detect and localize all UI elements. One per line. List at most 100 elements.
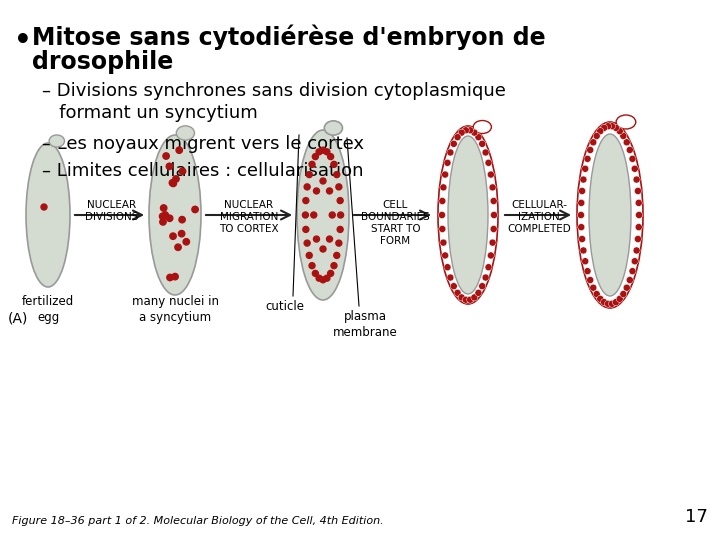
Circle shape [334,172,340,178]
Circle shape [316,275,322,281]
Circle shape [441,252,449,259]
Circle shape [605,300,611,307]
Circle shape [324,275,330,281]
Circle shape [467,296,474,303]
Circle shape [634,187,642,194]
Text: formant un syncytium: formant un syncytium [42,104,258,122]
Circle shape [608,300,616,307]
Circle shape [320,277,326,283]
Ellipse shape [589,134,631,296]
Circle shape [324,149,330,155]
Text: 17: 17 [685,508,708,526]
Text: NUCLEAR
DIVISIONS: NUCLEAR DIVISIONS [85,200,138,222]
Circle shape [490,226,497,233]
Circle shape [620,132,627,139]
Circle shape [626,146,634,153]
Ellipse shape [616,115,636,129]
Circle shape [489,239,496,246]
Circle shape [303,226,309,232]
Circle shape [489,184,496,191]
Circle shape [336,240,342,246]
Circle shape [166,215,173,221]
Circle shape [582,165,589,172]
Circle shape [479,282,486,289]
Circle shape [173,176,179,182]
Text: CELLULAR-
IZATION
COMPLETED: CELLULAR- IZATION COMPLETED [507,200,571,234]
Ellipse shape [26,143,70,287]
Circle shape [312,271,318,276]
Circle shape [597,127,604,134]
Circle shape [334,252,340,259]
Circle shape [306,172,312,178]
Circle shape [179,231,185,237]
Text: – Divisions synchrones sans division cytoplasmique: – Divisions synchrones sans division cyt… [42,82,506,100]
Circle shape [304,240,310,246]
Circle shape [440,184,447,191]
Circle shape [438,212,446,219]
Ellipse shape [448,136,488,294]
Circle shape [577,224,585,231]
Circle shape [471,294,478,301]
Circle shape [306,252,312,259]
Circle shape [636,212,642,219]
Circle shape [624,284,630,291]
Circle shape [587,276,594,284]
Circle shape [597,295,604,302]
Text: drosophile: drosophile [32,50,174,74]
Circle shape [616,295,624,302]
Circle shape [447,274,454,281]
Circle shape [169,180,176,186]
Circle shape [331,161,337,167]
Circle shape [593,291,600,298]
Circle shape [331,262,337,269]
Ellipse shape [297,130,349,300]
Circle shape [475,289,482,296]
Circle shape [634,235,642,242]
Circle shape [320,246,326,252]
Circle shape [482,274,489,281]
Circle shape [587,146,594,153]
Circle shape [616,127,624,134]
Circle shape [320,147,326,153]
Circle shape [304,184,310,190]
Circle shape [580,247,587,254]
Circle shape [454,289,461,296]
Circle shape [444,264,451,271]
Text: •: • [14,27,32,55]
Ellipse shape [49,135,65,147]
Text: (A): (A) [8,312,28,326]
Circle shape [580,176,587,183]
Circle shape [337,198,343,204]
Circle shape [179,168,186,174]
Circle shape [327,236,333,242]
Circle shape [176,147,182,153]
Circle shape [577,212,585,219]
Circle shape [462,127,469,134]
Circle shape [327,188,333,194]
Circle shape [170,233,176,239]
Circle shape [487,252,495,259]
Circle shape [579,235,585,242]
Circle shape [487,171,495,178]
Circle shape [447,149,454,156]
Text: NUCLEAR
MIGRATION
TO CORTEX: NUCLEAR MIGRATION TO CORTEX [219,200,279,234]
Ellipse shape [149,135,201,295]
Circle shape [579,187,585,194]
Circle shape [600,299,608,306]
Circle shape [490,198,497,205]
Circle shape [162,212,168,218]
Circle shape [629,156,636,163]
Circle shape [309,262,315,269]
Circle shape [454,134,461,140]
Circle shape [309,161,315,167]
Circle shape [172,273,179,280]
Circle shape [479,140,486,147]
Circle shape [482,149,489,156]
Circle shape [475,134,482,140]
Ellipse shape [473,120,492,133]
Text: – Limites cellulaires : cellularisation: – Limites cellulaires : cellularisation [42,162,364,180]
Circle shape [458,129,465,136]
Circle shape [485,264,492,271]
Circle shape [471,129,478,136]
Circle shape [337,226,343,232]
